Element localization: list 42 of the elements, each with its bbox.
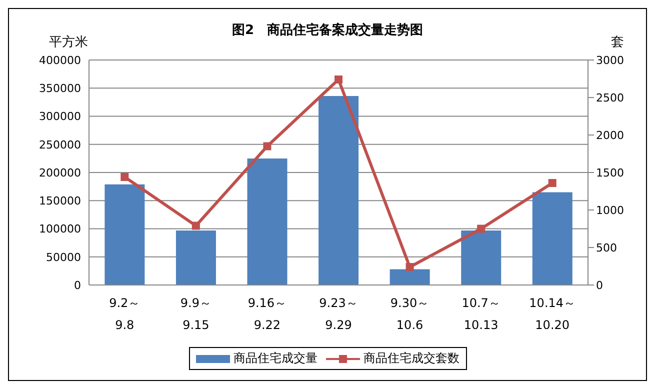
point [192,222,200,230]
bar [461,230,502,285]
y2-tick-label: 1500 [596,166,624,180]
bar [247,158,288,285]
legend-label: 商品住宅成交量 [232,350,318,367]
y-tick-label: 400000 [39,54,81,67]
y2-tick-label: 3000 [596,54,624,67]
x-tick-label: 9.2～9.8 [109,296,140,332]
point [334,76,342,84]
point [406,263,414,271]
point [548,179,556,187]
y-tick-label: 150000 [39,194,81,208]
legend-label: 商品住宅成交套数 [362,350,460,367]
point [477,224,486,233]
bar [318,96,359,285]
x-tick-label: 10.7～10.13 [462,296,500,332]
y-tick-label: 0 [74,278,81,292]
x-tick-label: 9.23～9.29 [319,296,358,332]
x-tick-label: 9.16～9.22 [248,296,287,332]
y2-tick-label: 2500 [596,91,624,104]
y2-tick-label: 0 [596,278,603,292]
y-tick-label: 50000 [46,250,81,264]
y2-tick-label: 1000 [596,204,624,217]
bar [532,192,572,285]
x-tick-label: 9.30～10.6 [390,296,430,332]
bar [390,269,430,285]
x-tick-label: 9.9～9.15 [180,296,212,332]
chart-title: 图2 商品住宅备案成交量走势图 [232,23,424,38]
point [120,173,129,181]
y2-tick-label: 500 [596,241,617,254]
point [263,142,272,150]
x-tick-label: 10.14～10.20 [529,296,576,332]
y-axis-title: 平方米 [49,34,88,51]
y-tick-label: 300000 [39,110,81,124]
y2-tick-label: 2000 [596,128,624,142]
bar [104,184,145,285]
y-tick-label: 250000 [39,138,81,152]
y-tick-label: 350000 [39,82,81,96]
bar [176,230,216,285]
y2-axis-title: 套 [611,34,624,51]
y-tick-label: 100000 [39,222,81,236]
y-tick-label: 200000 [39,166,81,180]
